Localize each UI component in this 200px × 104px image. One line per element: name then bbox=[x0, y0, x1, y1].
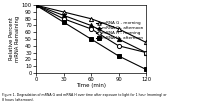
Legend: mRNA G - morning, mRNA G - afternoon, mRNA H - morning, mRNA H - afternoon: mRNA G - morning, mRNA G - afternoon, mR… bbox=[96, 21, 144, 41]
Y-axis label: Relative Percent
mRNA Remaining: Relative Percent mRNA Remaining bbox=[9, 16, 20, 62]
X-axis label: Time (min): Time (min) bbox=[76, 83, 106, 88]
Text: Figure 1. Degradation of mRNA G and mRNA H over time after exposure to light for: Figure 1. Degradation of mRNA G and mRNA… bbox=[2, 93, 166, 102]
